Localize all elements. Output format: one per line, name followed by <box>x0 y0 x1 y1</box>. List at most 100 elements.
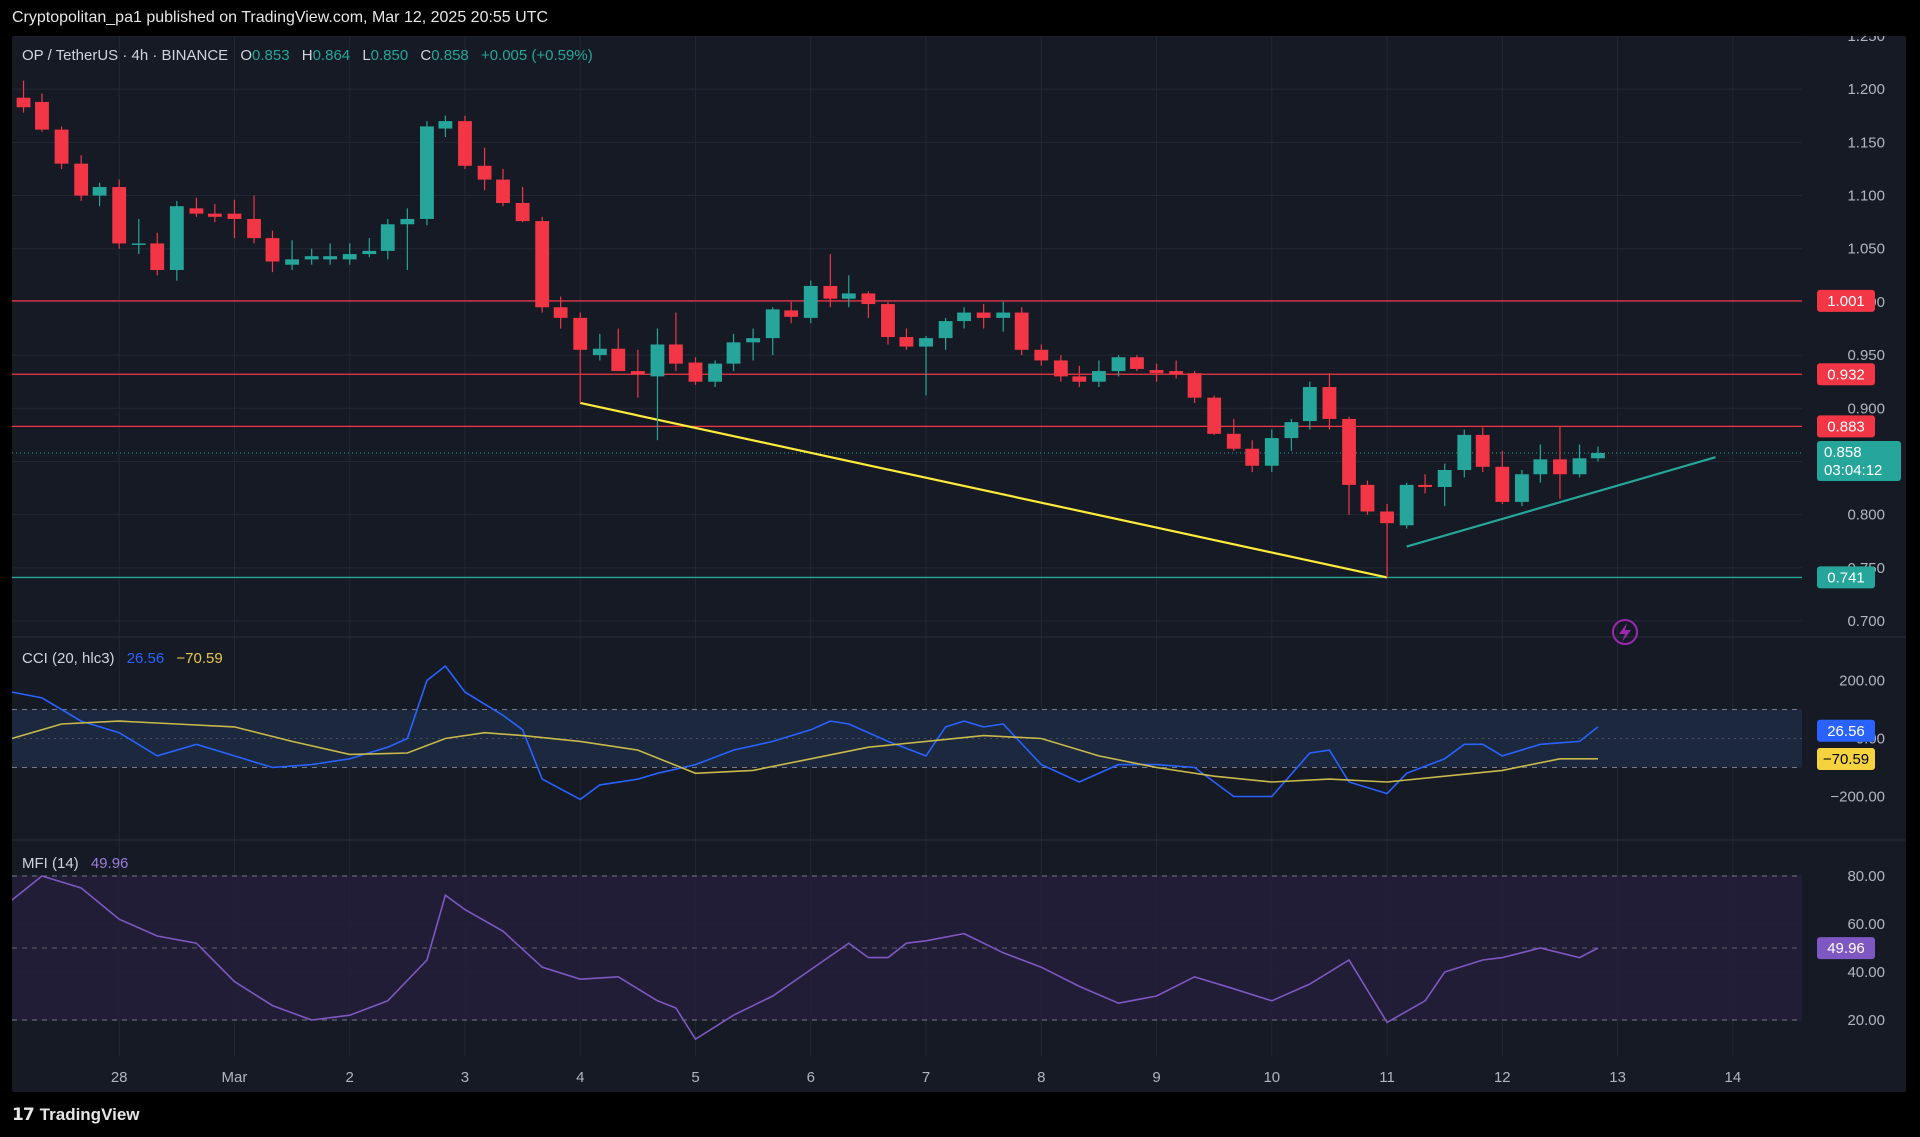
candle[interactable] <box>1591 446 1605 462</box>
candle[interactable] <box>592 333 607 361</box>
time-axis[interactable]: 28 Mar 2 3 4 5 6 7 8 9 10 11 12 13 14 <box>111 1069 1741 1086</box>
candle[interactable] <box>1014 307 1029 356</box>
candle[interactable] <box>899 328 914 350</box>
candle[interactable] <box>688 357 703 385</box>
candle[interactable] <box>1495 450 1510 505</box>
candle[interactable] <box>1169 360 1184 379</box>
candle[interactable] <box>650 328 665 441</box>
candle[interactable] <box>1322 373 1337 430</box>
tradingview-footer[interactable]: 17 TradingView <box>12 1100 140 1130</box>
candle[interactable] <box>1207 395 1222 435</box>
candle[interactable] <box>1264 429 1279 473</box>
cci-line[interactable] <box>12 664 1599 801</box>
candle[interactable] <box>976 304 991 329</box>
candle[interactable] <box>1053 355 1068 382</box>
candle[interactable] <box>189 197 204 217</box>
candle[interactable] <box>1284 418 1299 451</box>
candle[interactable] <box>1111 355 1126 377</box>
chart-canvas[interactable]: 28 Mar 2 3 4 5 6 7 8 9 10 11 12 13 14 1.250 1.200 1.150 1… <box>12 36 1906 1092</box>
chart-frame[interactable]: 28 Mar 2 3 4 5 6 7 8 9 10 11 12 13 14 1.250 1.200 1.150 1… <box>12 36 1906 1092</box>
candle[interactable] <box>611 328 626 372</box>
candle[interactable] <box>400 208 415 271</box>
candle[interactable] <box>265 230 280 273</box>
candle[interactable] <box>438 115 453 138</box>
candle[interactable] <box>131 218 146 255</box>
candle-body <box>1130 357 1144 369</box>
candle[interactable] <box>150 232 165 276</box>
candle[interactable] <box>1187 371 1202 403</box>
candle[interactable] <box>938 317 953 350</box>
candle[interactable] <box>726 333 741 372</box>
candle[interactable] <box>996 301 1011 332</box>
lightning-icon[interactable] <box>1612 619 1638 645</box>
candle[interactable] <box>285 240 299 271</box>
candle[interactable] <box>380 218 395 260</box>
candle[interactable] <box>1130 355 1144 372</box>
candle[interactable] <box>1091 360 1106 388</box>
candle[interactable] <box>247 195 261 244</box>
candle[interactable] <box>668 312 683 372</box>
candle[interactable] <box>784 301 799 324</box>
mfi-legend[interactable]: MFI (14) 49.96 <box>22 855 128 872</box>
candle[interactable] <box>112 179 127 249</box>
candle[interactable] <box>515 187 530 223</box>
candle[interactable] <box>1149 363 1164 382</box>
candle[interactable] <box>1034 344 1049 366</box>
candle[interactable] <box>746 328 761 361</box>
candle[interactable] <box>1245 440 1260 473</box>
candle[interactable] <box>169 200 184 281</box>
candle[interactable] <box>16 80 31 113</box>
candle[interactable] <box>861 291 876 318</box>
candle[interactable] <box>92 182 107 207</box>
candle[interactable] <box>1302 381 1317 430</box>
candle[interactable] <box>1475 427 1490 473</box>
cci-ma-line[interactable] <box>12 720 1598 783</box>
candle[interactable] <box>708 360 723 388</box>
candle[interactable] <box>1553 426 1567 499</box>
candle[interactable] <box>630 349 645 398</box>
candle[interactable] <box>841 275 856 308</box>
candle[interactable] <box>342 243 357 265</box>
uptrend-trendline[interactable] <box>1406 456 1716 548</box>
candle[interactable] <box>919 335 933 396</box>
candle[interactable] <box>1437 463 1452 507</box>
candle[interactable] <box>35 93 49 132</box>
candle[interactable] <box>420 121 434 226</box>
candle[interactable] <box>1457 429 1472 478</box>
candle[interactable] <box>1418 474 1433 494</box>
candle[interactable] <box>207 204 222 223</box>
candle[interactable] <box>54 126 69 169</box>
candle[interactable] <box>553 296 568 329</box>
candle[interactable] <box>535 216 550 313</box>
cci-legend[interactable]: CCI (20, hlc3) 26.56 −70.59 <box>22 650 223 667</box>
candle[interactable] <box>1072 365 1087 388</box>
candle[interactable] <box>227 199 242 239</box>
candle[interactable] <box>803 280 818 324</box>
candle[interactable] <box>957 307 971 329</box>
candle[interactable] <box>74 155 89 201</box>
mfi-line[interactable] <box>12 875 1599 1041</box>
mfi-pane[interactable] <box>12 875 1802 1041</box>
candle[interactable] <box>881 301 895 345</box>
candle[interactable] <box>765 307 780 356</box>
downtrend-trendline[interactable] <box>580 401 1388 579</box>
candle[interactable] <box>496 168 510 207</box>
candle[interactable] <box>1226 418 1241 451</box>
candle[interactable] <box>1380 504 1394 578</box>
cci-pane[interactable] <box>12 664 1802 801</box>
candle[interactable] <box>304 248 319 265</box>
candle[interactable] <box>1360 480 1375 515</box>
main-legend[interactable]: OP / TetherUS · 4h · BINANCE O0.853 H0.8… <box>22 47 593 64</box>
candle[interactable] <box>1515 469 1529 507</box>
candle[interactable] <box>1572 444 1587 478</box>
candle[interactable] <box>362 238 377 258</box>
candle[interactable] <box>1533 444 1548 483</box>
candle[interactable] <box>1399 482 1414 529</box>
price-pane[interactable] <box>12 80 1802 579</box>
candle[interactable] <box>1342 416 1356 515</box>
candle[interactable] <box>573 312 588 403</box>
candle[interactable] <box>323 243 338 265</box>
candle[interactable] <box>823 254 838 308</box>
candle[interactable] <box>458 115 472 169</box>
candle[interactable] <box>477 147 492 191</box>
